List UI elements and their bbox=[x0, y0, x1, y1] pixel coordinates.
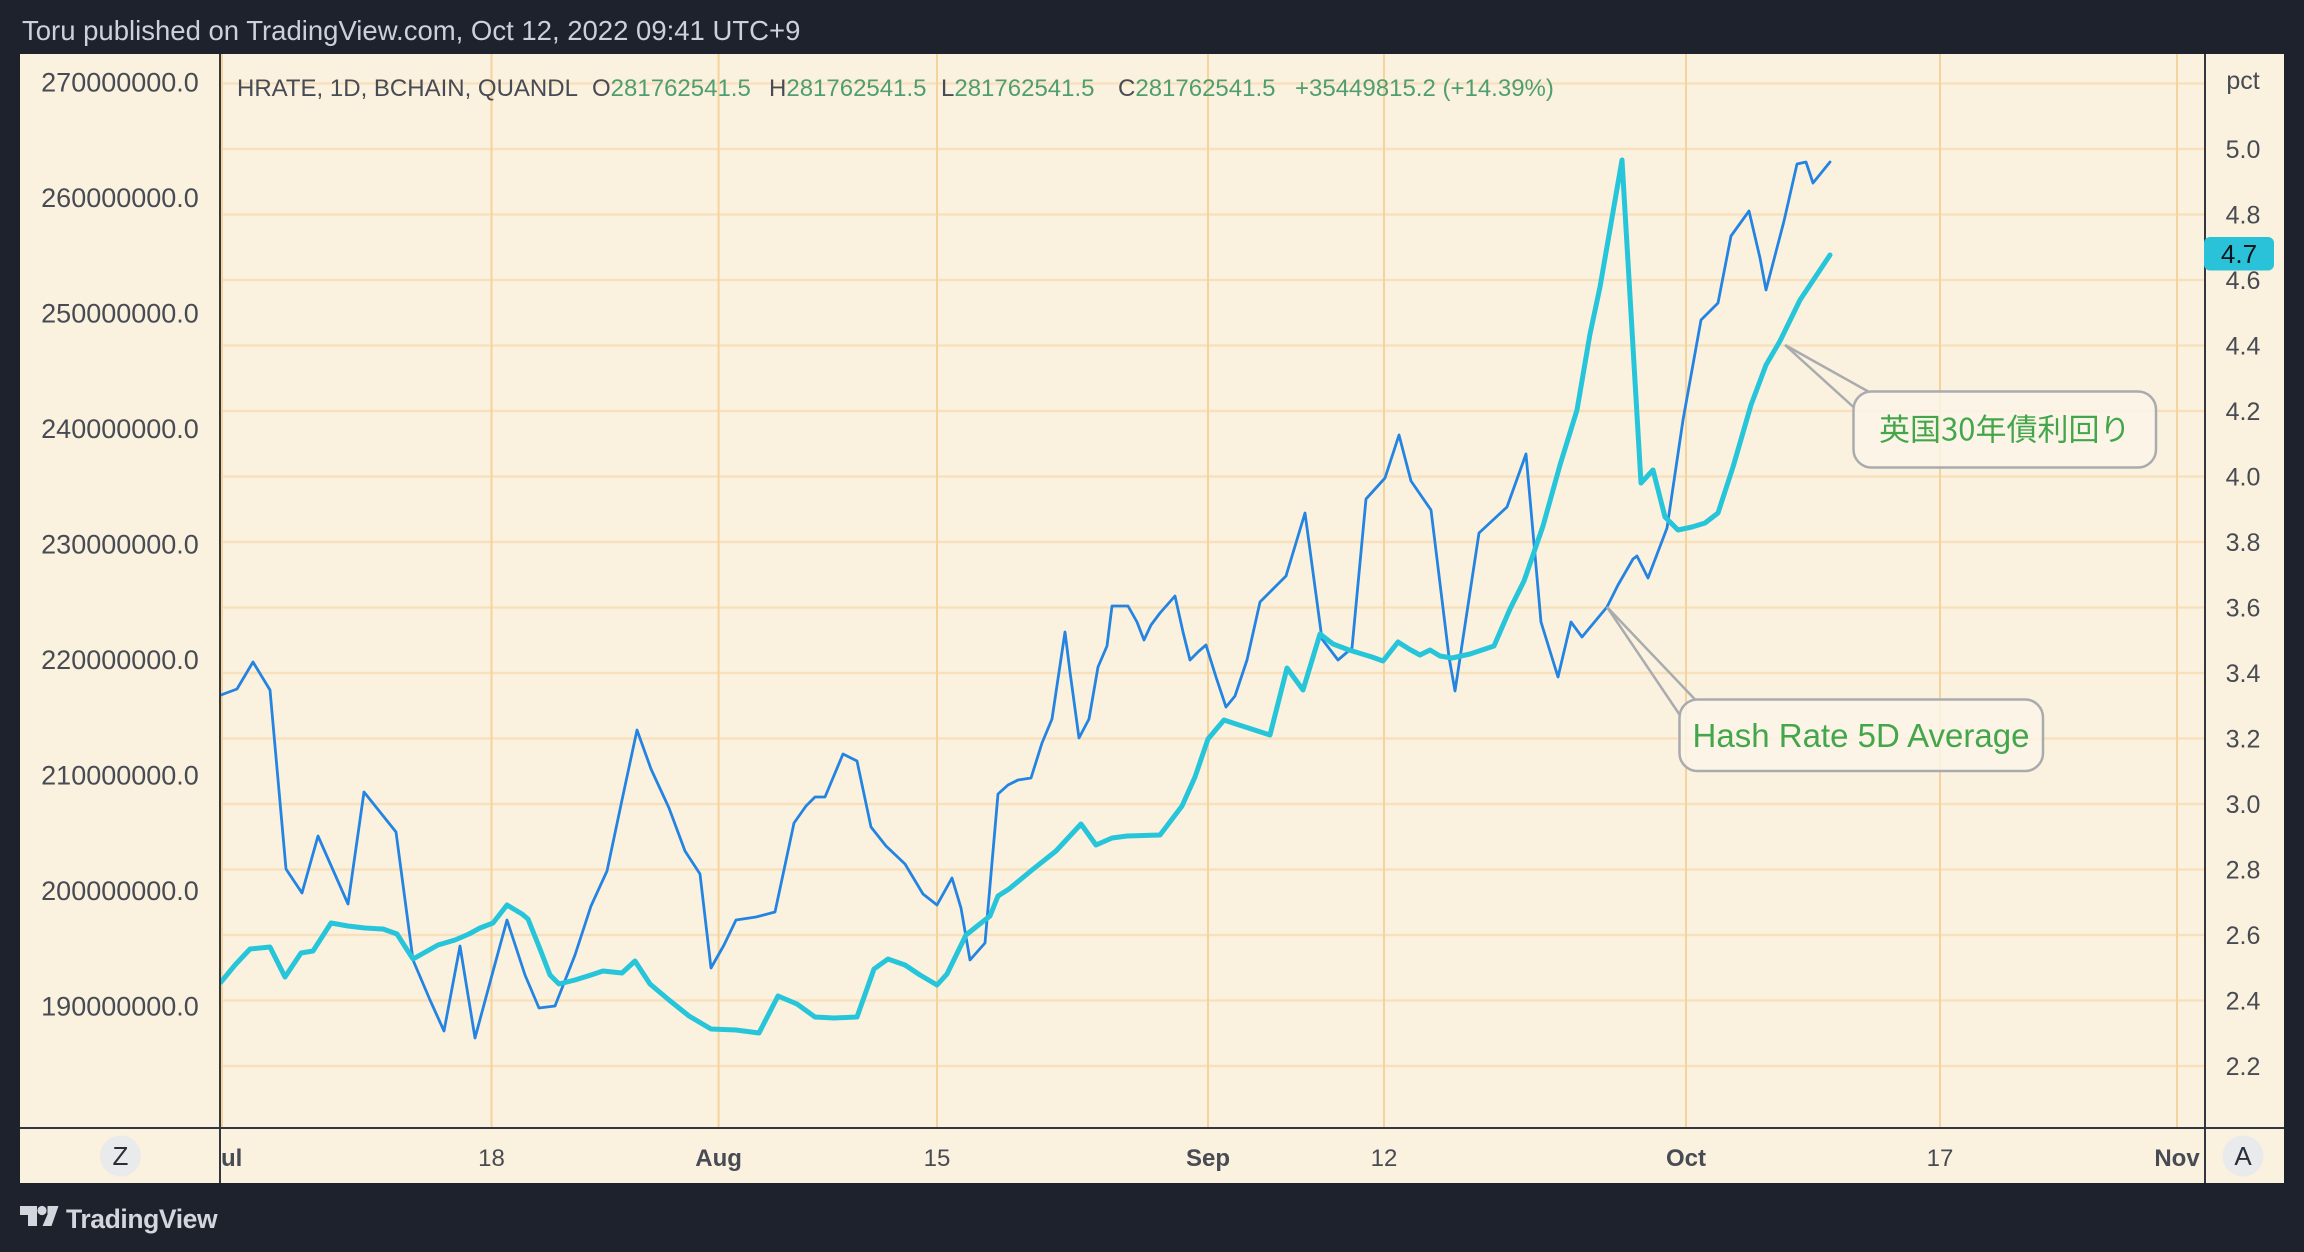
svg-text:Oct: Oct bbox=[1666, 1145, 1706, 1172]
svg-text:17: 17 bbox=[1927, 1145, 1954, 1172]
svg-text:H281762541.5: H281762541.5 bbox=[769, 75, 927, 102]
svg-text:4.6: 4.6 bbox=[2226, 267, 2261, 295]
svg-text:Toru published on TradingView.: Toru published on TradingView.com, Oct 1… bbox=[22, 15, 800, 46]
svg-text:2.4: 2.4 bbox=[2226, 988, 2261, 1016]
svg-text:4.4: 4.4 bbox=[2226, 333, 2261, 361]
svg-text:3.8: 3.8 bbox=[2226, 529, 2261, 557]
svg-text:3.6: 3.6 bbox=[2226, 595, 2261, 623]
svg-text:L281762541.5: L281762541.5 bbox=[941, 75, 1095, 102]
svg-text:4.8: 4.8 bbox=[2226, 202, 2261, 230]
svg-text:3.0: 3.0 bbox=[2226, 791, 2261, 819]
svg-text:Aug: Aug bbox=[695, 1145, 742, 1172]
svg-text:4.2: 4.2 bbox=[2226, 398, 2261, 426]
svg-text:3.2: 3.2 bbox=[2226, 726, 2261, 754]
svg-text:2.2: 2.2 bbox=[2226, 1053, 2261, 1081]
svg-text:270000000.0: 270000000.0 bbox=[41, 68, 199, 98]
svg-text:A: A bbox=[2234, 1141, 2252, 1171]
svg-text:15: 15 bbox=[924, 1145, 951, 1172]
svg-text:TradingView: TradingView bbox=[66, 1204, 218, 1234]
svg-text:12: 12 bbox=[1371, 1145, 1398, 1172]
svg-text:C281762541.5: C281762541.5 bbox=[1118, 75, 1276, 102]
svg-text:Nov: Nov bbox=[2154, 1145, 2200, 1172]
svg-text:230000000.0: 230000000.0 bbox=[41, 530, 199, 560]
svg-text:190000000.0: 190000000.0 bbox=[41, 992, 199, 1022]
svg-text:18: 18 bbox=[478, 1145, 505, 1172]
svg-text:260000000.0: 260000000.0 bbox=[41, 183, 199, 213]
svg-text:Hash Rate 5D Average: Hash Rate 5D Average bbox=[1693, 717, 2030, 754]
svg-text:250000000.0: 250000000.0 bbox=[41, 299, 199, 329]
svg-text:2.6: 2.6 bbox=[2226, 922, 2261, 950]
svg-text:Sep: Sep bbox=[1186, 1145, 1230, 1172]
svg-text:5.0: 5.0 bbox=[2226, 136, 2261, 164]
svg-text:Z: Z bbox=[113, 1141, 129, 1171]
svg-text:ul: ul bbox=[221, 1145, 242, 1172]
svg-text:HRATE, 1D, BCHAIN, QUANDL: HRATE, 1D, BCHAIN, QUANDL bbox=[237, 75, 578, 102]
svg-text:4.0: 4.0 bbox=[2226, 464, 2261, 492]
svg-text:220000000.0: 220000000.0 bbox=[41, 645, 199, 675]
svg-text:+35449815.2 (+14.39%): +35449815.2 (+14.39%) bbox=[1295, 75, 1554, 102]
svg-text:O281762541.5: O281762541.5 bbox=[592, 75, 751, 102]
svg-text:pct: pct bbox=[2226, 67, 2259, 95]
svg-text:2.8: 2.8 bbox=[2226, 857, 2261, 885]
svg-text:210000000.0: 210000000.0 bbox=[41, 761, 199, 791]
svg-text:240000000.0: 240000000.0 bbox=[41, 414, 199, 444]
svg-text:4.7: 4.7 bbox=[2221, 239, 2257, 269]
svg-text:200000000.0: 200000000.0 bbox=[41, 876, 199, 906]
svg-text:3.4: 3.4 bbox=[2226, 660, 2261, 688]
